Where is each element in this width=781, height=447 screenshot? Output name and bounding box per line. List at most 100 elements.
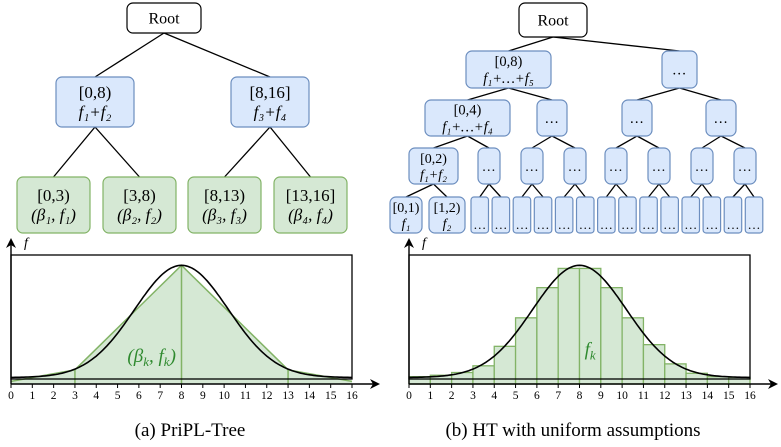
density-curve xyxy=(11,264,352,379)
range-node-label: [0,4) xyxy=(454,103,482,119)
histogram-tree: Root [0,8)f₁+…+f₅ … [0,4)f₁+…+f₄ … … … [0,2)f₁+… xyxy=(389,2,764,234)
tree-edge xyxy=(744,183,755,198)
bucket-node-label: … xyxy=(684,217,697,232)
x-tick-label: 9 xyxy=(200,390,206,402)
tree-edge xyxy=(648,183,660,198)
tree-edge xyxy=(732,183,746,198)
bucket-node-label: … xyxy=(494,217,507,232)
leaf-node-label: [8,13) xyxy=(204,186,245,205)
x-tick-label: 0 xyxy=(406,390,412,402)
range-node-label: f₁+…+f₄ xyxy=(442,119,493,135)
x-tick-label: 13 xyxy=(282,390,294,402)
bucket-node-label: … xyxy=(748,217,761,232)
range-node-label: … xyxy=(569,160,581,175)
bucket-node-box xyxy=(596,196,616,234)
x-tick-label: 12 xyxy=(261,390,273,402)
bucket-node-box xyxy=(554,196,574,234)
range-node-label: [0,8) xyxy=(79,83,112,102)
range-node-label: [8,16] xyxy=(249,83,290,102)
x-tick-label: 8 xyxy=(577,390,583,402)
bucket-node-label: … xyxy=(537,217,550,232)
x-tick-label: 1 xyxy=(427,390,433,402)
bucket-node-box xyxy=(681,196,701,234)
tree-edge xyxy=(163,32,271,78)
bucket-node-box xyxy=(491,196,511,234)
bucket-node-label: … xyxy=(558,217,571,232)
histogram-bar xyxy=(493,345,517,385)
leaf-node-label: (β₁, f₁) xyxy=(31,206,76,225)
root-node-box xyxy=(518,2,588,38)
range-node-label: … xyxy=(483,160,495,175)
x-tick-label: 7 xyxy=(157,390,163,402)
x-tick-label: 4 xyxy=(491,390,497,402)
histogram-bar xyxy=(600,286,623,385)
x-tick-label: 2 xyxy=(51,390,57,402)
range-node-box xyxy=(690,147,714,185)
tree-edge xyxy=(521,183,533,198)
x-tick-label: 1 xyxy=(29,390,35,402)
x-tick-label: 11 xyxy=(638,390,649,402)
histogram-bar xyxy=(536,286,559,385)
x-tick-label: 15 xyxy=(723,390,735,402)
x-tick-label: 5 xyxy=(115,390,121,402)
tree-edge xyxy=(508,87,553,101)
range-node-box xyxy=(733,147,757,185)
x-tick-label: 0 xyxy=(8,390,14,402)
x-tick-label: 9 xyxy=(598,390,604,402)
tree-edge xyxy=(574,183,586,198)
x-tick-label: 7 xyxy=(555,390,561,402)
tree-edge xyxy=(701,183,713,198)
range-node-box xyxy=(604,147,628,185)
pripl-plot: f0 1 2 3 4 5 6 7 8 9 10 11 12 13 14 15 16(βk, fk) xyxy=(5,236,380,402)
bucket-node-box xyxy=(512,196,532,234)
caption-b: (b) HT with uniform assumptions xyxy=(445,420,700,441)
bucket-node-box xyxy=(533,196,553,234)
bucket-node-label: … xyxy=(663,217,676,232)
tree-edge xyxy=(531,183,544,198)
bucket-node-label: … xyxy=(726,217,739,232)
bucket-node-label: f₁ xyxy=(402,217,411,232)
tree-edge xyxy=(701,135,722,149)
leaf-node-box xyxy=(16,176,91,234)
range-node-box xyxy=(705,99,737,137)
leaf-node-label: [0,3) xyxy=(37,186,70,205)
x-tick-label: 6 xyxy=(136,390,142,402)
tree-edge xyxy=(52,126,96,178)
range-node-box xyxy=(536,99,568,137)
x-tick-label: 14 xyxy=(304,390,316,402)
tree-edge xyxy=(605,183,617,198)
x-tick-label: 10 xyxy=(616,390,628,402)
root-node-label: Root xyxy=(537,13,569,30)
annotation-label: fk xyxy=(585,340,596,363)
y-axis-label: f xyxy=(24,236,30,251)
tree-edge xyxy=(679,87,722,101)
range-node-box xyxy=(465,50,552,89)
range-node-box xyxy=(563,147,587,185)
x-tick-label: 16 xyxy=(346,390,358,402)
bucket-node-label: … xyxy=(600,217,613,232)
range-node-box xyxy=(477,147,501,185)
tree-edge xyxy=(433,135,468,149)
y-axis-label: f xyxy=(422,236,428,251)
x-tick-label: 4 xyxy=(93,390,99,402)
leaf-node-box xyxy=(187,176,262,234)
leaf-node-label: (β₄, f₄) xyxy=(288,206,333,225)
annotation-label: (βk, fk) xyxy=(127,346,175,369)
range-node-box xyxy=(408,147,459,185)
bucket-node-box xyxy=(470,196,490,234)
range-node-label: [0,8) xyxy=(495,54,523,70)
range-node-label: … xyxy=(715,111,728,127)
x-tick-label: 3 xyxy=(72,390,78,402)
leaf-node-label: [3,8) xyxy=(123,186,156,205)
tree-edge xyxy=(94,32,165,78)
bucket-node-label: [1,2) xyxy=(434,201,461,216)
range-node-box xyxy=(621,99,653,137)
bucket-node-label: … xyxy=(621,217,634,232)
caption-a: (a) PriPL-Tree xyxy=(135,420,246,441)
bucket-node-box xyxy=(723,196,743,234)
x-tick-label: 11 xyxy=(240,390,251,402)
bucket-node-box xyxy=(575,196,595,234)
tree-edge xyxy=(552,36,680,52)
bucket-node-label: … xyxy=(705,217,718,232)
range-node-label: f₃+f₄ xyxy=(254,103,287,122)
